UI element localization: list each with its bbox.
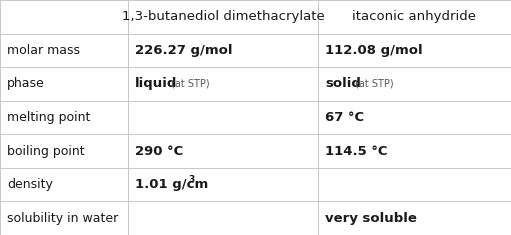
Bar: [128, 168, 318, 201]
Text: liquid: liquid: [135, 77, 177, 90]
Bar: [128, 134, 318, 168]
Bar: [318, 201, 511, 235]
Text: 67 °C: 67 °C: [325, 111, 364, 124]
Text: solid: solid: [325, 77, 361, 90]
Bar: [318, 0, 511, 34]
Bar: [0, 34, 128, 67]
Text: 290 °C: 290 °C: [135, 145, 183, 158]
Text: solubility in water: solubility in water: [7, 212, 118, 225]
Text: (at STP): (at STP): [355, 79, 393, 89]
Text: molar mass: molar mass: [7, 44, 80, 57]
Text: 114.5 °C: 114.5 °C: [325, 145, 387, 158]
Text: (at STP): (at STP): [171, 79, 210, 89]
Text: 1.01 g/cm: 1.01 g/cm: [135, 178, 208, 191]
Text: very soluble: very soluble: [325, 212, 417, 225]
Bar: [0, 168, 128, 201]
Bar: [318, 101, 511, 134]
Bar: [318, 168, 511, 201]
Bar: [128, 101, 318, 134]
Text: boiling point: boiling point: [7, 145, 85, 158]
Bar: [318, 134, 511, 168]
Text: 112.08 g/mol: 112.08 g/mol: [325, 44, 423, 57]
Text: density: density: [7, 178, 53, 191]
Bar: [318, 34, 511, 67]
Bar: [0, 0, 128, 34]
Bar: [128, 201, 318, 235]
Text: 3: 3: [188, 175, 194, 184]
Bar: [128, 34, 318, 67]
Bar: [128, 0, 318, 34]
Text: itaconic anhydride: itaconic anhydride: [353, 10, 476, 23]
Text: melting point: melting point: [7, 111, 90, 124]
Bar: [0, 201, 128, 235]
Bar: [318, 67, 511, 101]
Text: 226.27 g/mol: 226.27 g/mol: [135, 44, 233, 57]
Bar: [0, 134, 128, 168]
Bar: [128, 67, 318, 101]
Bar: [0, 101, 128, 134]
Text: phase: phase: [7, 77, 45, 90]
Bar: [0, 67, 128, 101]
Text: 1,3-butanediol dimethacrylate: 1,3-butanediol dimethacrylate: [122, 10, 324, 23]
